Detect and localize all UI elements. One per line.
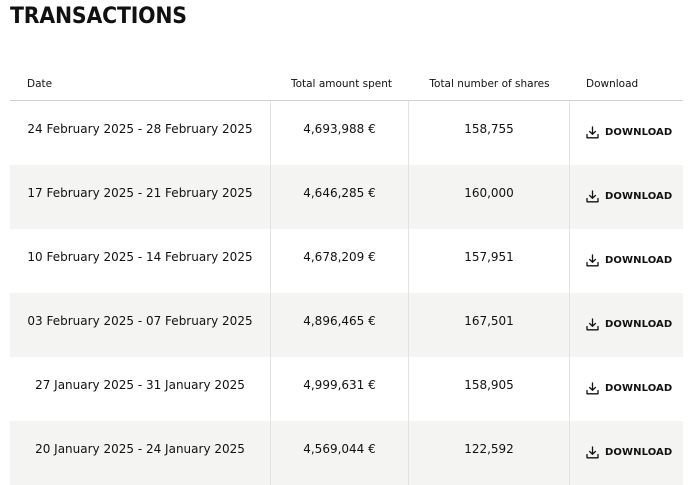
header-total-shares: Total number of shares (429, 78, 550, 90)
total-shares-cell: 158,905 (409, 357, 570, 421)
download-button[interactable]: DOWNLOAD (586, 318, 672, 331)
header-total-amount: Total amount spent (290, 78, 393, 90)
total-amount-cell: 4,569,044 € (271, 421, 409, 485)
download-label: DOWNLOAD (605, 319, 673, 330)
table-row: 20 January 2025 - 24 January 2025 4,569,… (10, 421, 683, 485)
date-range-cell: 03 February 2025 - 07 February 2025 (10, 293, 271, 357)
download-label: DOWNLOAD (605, 127, 673, 138)
download-cell: DOWNLOAD (570, 357, 683, 421)
total-amount-cell: 4,678,209 € (271, 229, 409, 293)
date-range-cell: 24 February 2025 - 28 February 2025 (10, 101, 271, 165)
download-button[interactable]: DOWNLOAD (586, 190, 672, 203)
total-shares-cell: 158,755 (409, 101, 570, 165)
table-row: 17 February 2025 - 21 February 2025 4,64… (10, 165, 683, 229)
download-cell: DOWNLOAD (570, 101, 683, 165)
download-button[interactable]: DOWNLOAD (586, 382, 672, 395)
date-range-cell: 17 February 2025 - 21 February 2025 (10, 165, 271, 229)
total-shares-cell: 157,951 (409, 229, 570, 293)
date-range-cell: 27 January 2025 - 31 January 2025 (10, 357, 271, 421)
total-amount-cell: 4,693,988 € (271, 101, 409, 165)
download-icon (586, 254, 599, 267)
download-icon (586, 382, 599, 395)
table-row: 27 January 2025 - 31 January 2025 4,999,… (10, 357, 683, 421)
page-title: TRANSACTIONS (10, 4, 187, 29)
download-label: DOWNLOAD (605, 255, 673, 266)
download-button[interactable]: DOWNLOAD (586, 446, 672, 459)
download-icon (586, 318, 599, 331)
table-header-row: Date Total amount spent Total number of … (10, 68, 683, 101)
header-download: Download (586, 78, 639, 90)
download-label: DOWNLOAD (605, 383, 673, 394)
download-label: DOWNLOAD (605, 447, 673, 458)
download-cell: DOWNLOAD (570, 421, 683, 485)
total-shares-cell: 167,501 (409, 293, 570, 357)
download-cell: DOWNLOAD (570, 293, 683, 357)
download-icon (586, 446, 599, 459)
download-button[interactable]: DOWNLOAD (586, 126, 672, 139)
total-amount-cell: 4,646,285 € (271, 165, 409, 229)
total-shares-cell: 122,592 (409, 421, 570, 485)
total-amount-cell: 4,999,631 € (271, 357, 409, 421)
date-range-cell: 10 February 2025 - 14 February 2025 (10, 229, 271, 293)
download-cell: DOWNLOAD (570, 165, 683, 229)
download-icon (586, 190, 599, 203)
download-cell: DOWNLOAD (570, 229, 683, 293)
date-range-cell: 20 January 2025 - 24 January 2025 (10, 421, 271, 485)
download-button[interactable]: DOWNLOAD (586, 254, 672, 267)
transactions-table: Date Total amount spent Total number of … (10, 68, 683, 485)
table-row: 24 February 2025 - 28 February 2025 4,69… (10, 101, 683, 165)
total-shares-cell: 160,000 (409, 165, 570, 229)
header-date: Date (27, 78, 53, 90)
download-icon (586, 126, 599, 139)
table-row: 03 February 2025 - 07 February 2025 4,89… (10, 293, 683, 357)
table-row: 10 February 2025 - 14 February 2025 4,67… (10, 229, 683, 293)
total-amount-cell: 4,896,465 € (271, 293, 409, 357)
download-label: DOWNLOAD (605, 191, 673, 202)
